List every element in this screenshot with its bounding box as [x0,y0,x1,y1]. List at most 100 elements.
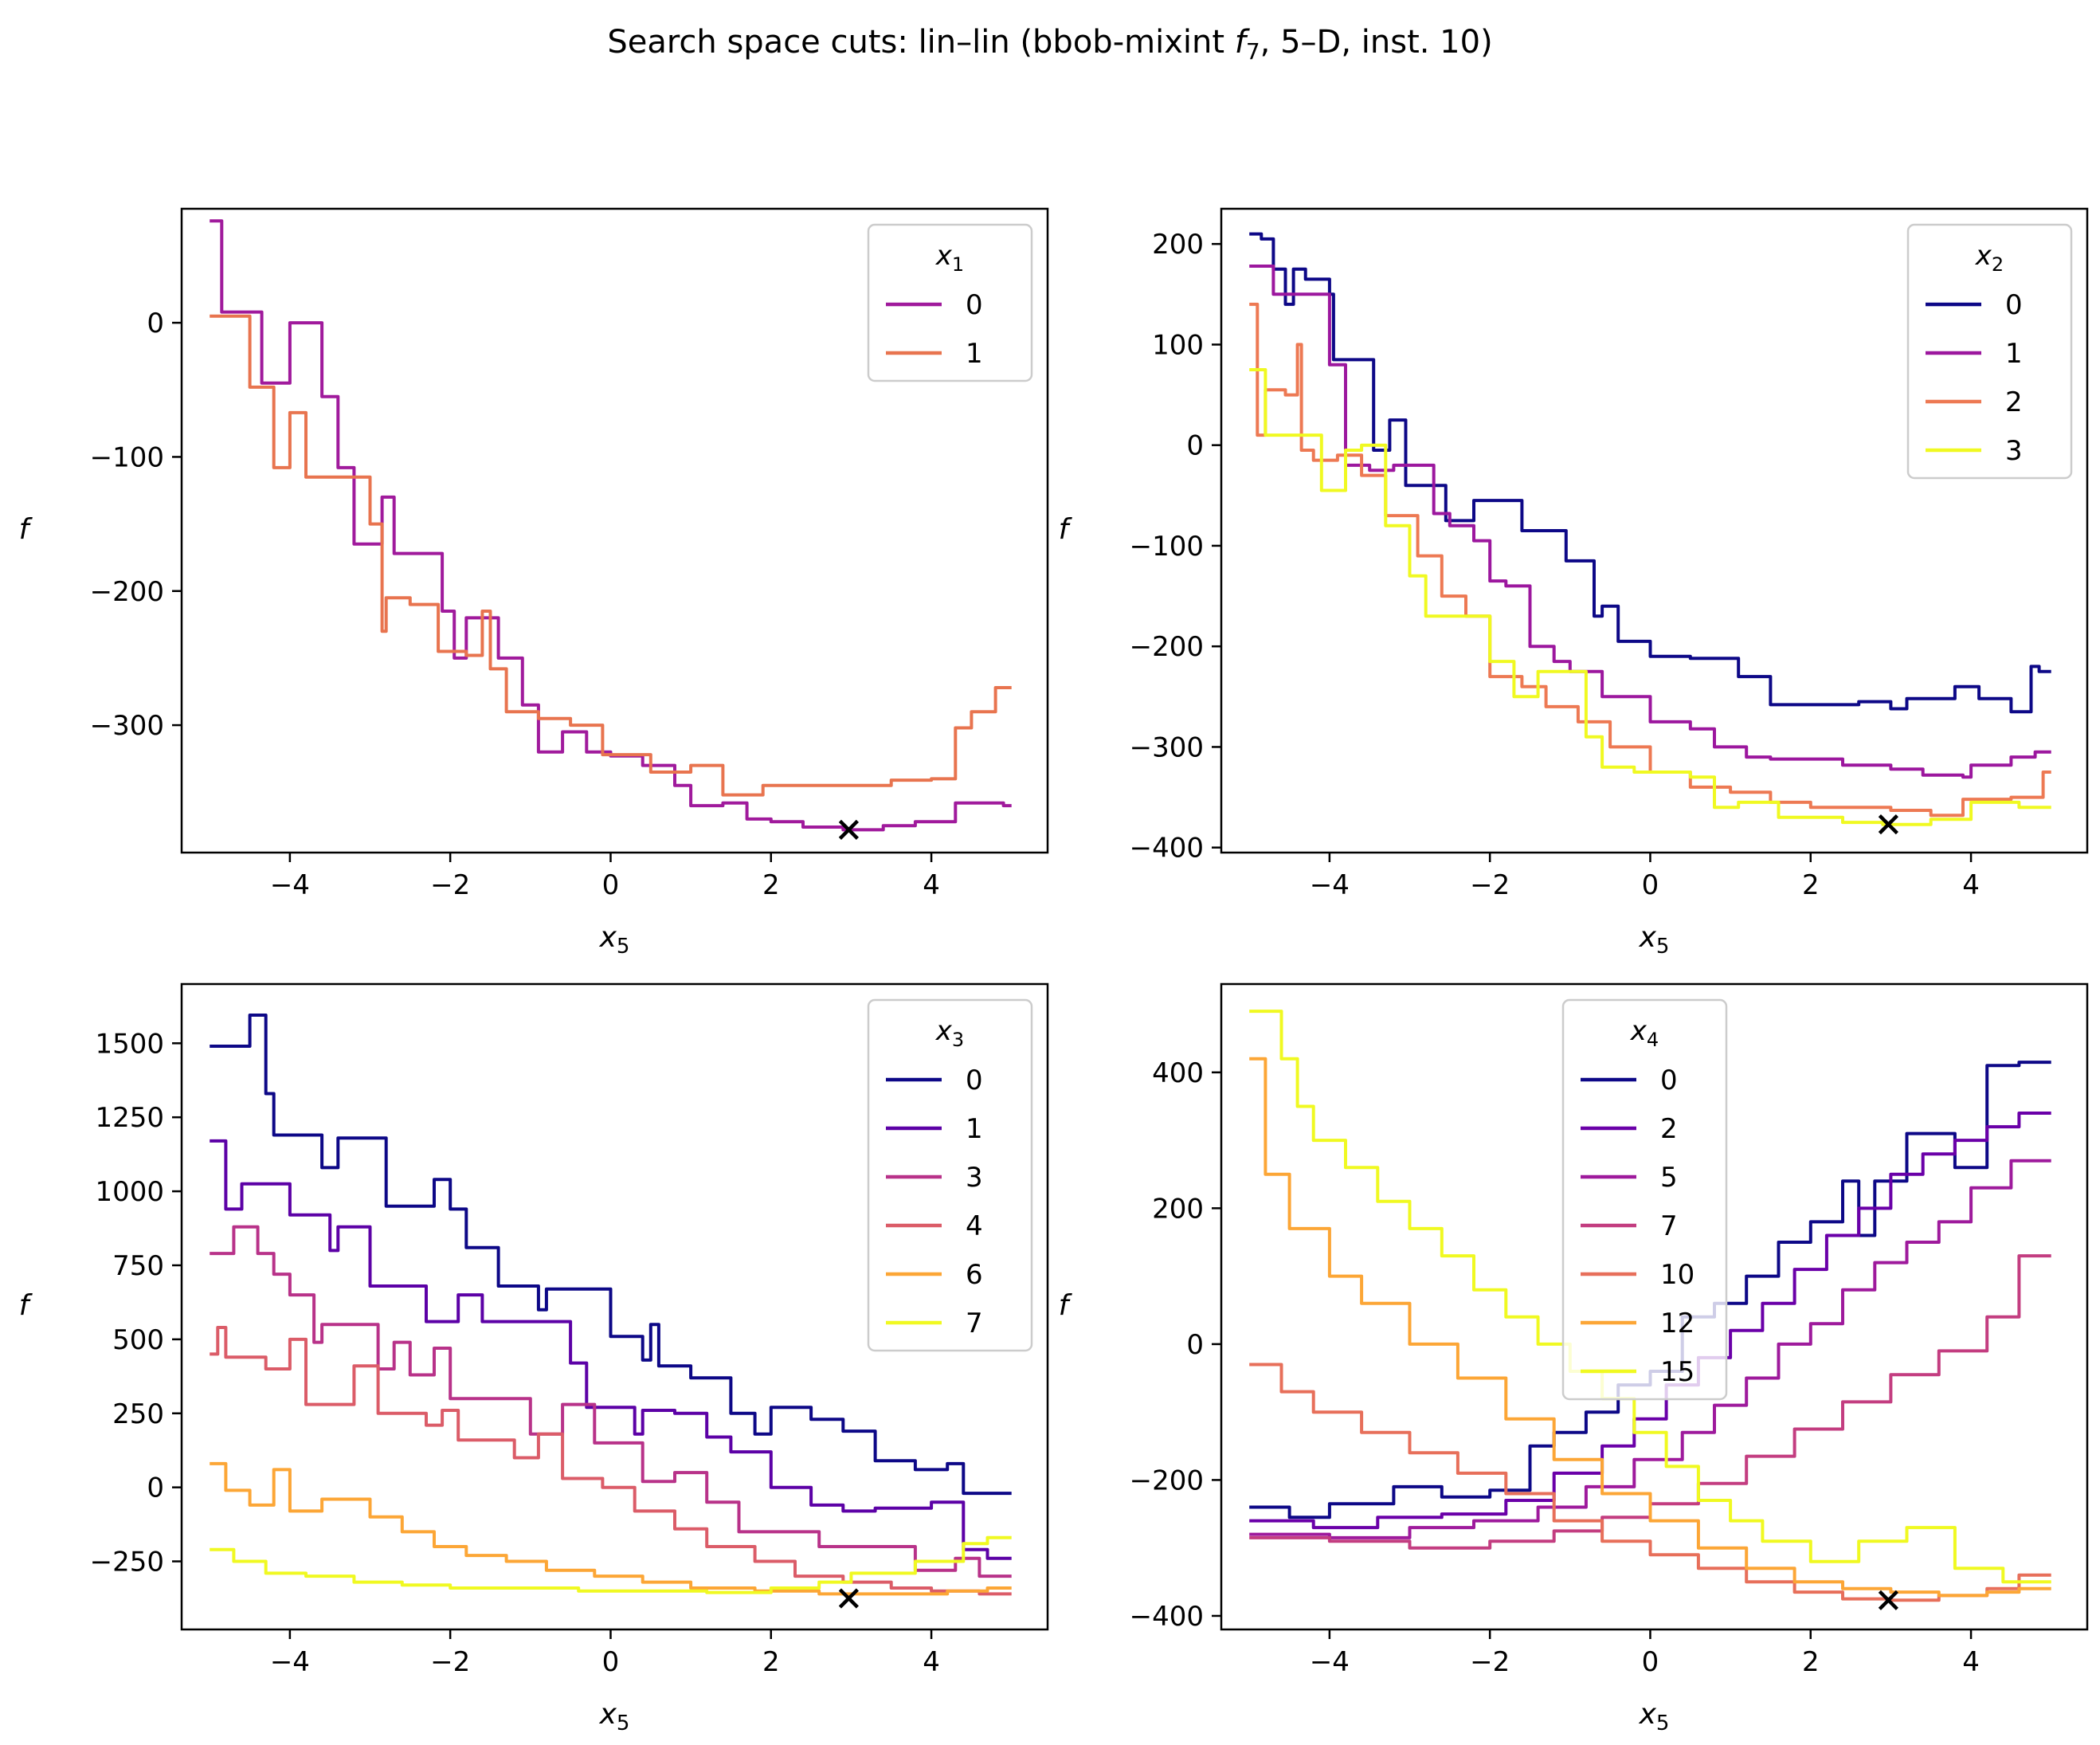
y-tick-label: 200 [1152,1193,1204,1225]
x-tick-label: 2 [762,869,780,901]
x-tick-label: 4 [1962,869,1980,901]
y-tick-label: 0 [147,308,164,339]
x-tick-label: −2 [1470,869,1510,901]
legend-frame [867,223,1033,382]
legend-label-3: 3 [966,1162,983,1194]
legend-label-4: 4 [966,1210,983,1242]
legend-title: x2 [1975,240,2004,276]
series-line-3 [210,1225,1012,1578]
series-line-1 [210,1139,1012,1560]
figure-title-prefix: Search space cuts: lin–lin (bbob-mixint [607,24,1234,61]
legend: x30 1 3 4 6 7 [867,998,1033,1352]
x-tick-label: −4 [1310,1646,1350,1678]
legend-title: x1 [935,240,964,276]
axes-frame [1220,207,2089,854]
series-line-3 [1249,368,2051,826]
y-tick-label: 250 [112,1398,164,1430]
y-tick-label: 500 [112,1324,164,1356]
optimum-marker [838,1588,859,1609]
series-line-12 [1249,1057,2051,1598]
optimum-marker [1878,1590,1898,1610]
legend-label-2: 2 [2005,386,2023,418]
x-tick-label: −4 [270,1646,310,1678]
legend-label-0: 0 [966,1065,983,1096]
y-tick-label: −200 [90,576,164,608]
y-tick-label: −400 [1130,1601,1204,1633]
marker-stroke-b [1878,1590,1898,1610]
x-tick-label: 2 [1802,869,1820,901]
y-tick-label: 400 [1152,1057,1204,1089]
x-tick-label: 0 [1642,1646,1659,1678]
y-tick-label: 1250 [95,1102,164,1134]
legend-label-15: 15 [1660,1356,1694,1388]
series-line-10 [1249,1363,2051,1602]
series-line-2 [1249,1112,2051,1530]
legend-label-5: 5 [1660,1162,1678,1194]
legend-label-10: 10 [1660,1259,1694,1291]
legend-frame [1906,223,2073,480]
legend-label-1: 1 [2005,338,2023,370]
marker-stroke-b [1878,814,1898,835]
legend: x10 1 [867,223,1033,382]
legend-label-0: 0 [966,289,983,321]
y-tick-label: 0 [147,1472,164,1504]
series-line-1 [1249,265,2051,779]
legend-title: x4 [1630,1015,1659,1051]
legend-frame [867,998,1033,1352]
legend: x20 1 2 3 [1906,223,2073,480]
series-line-1 [210,314,1012,797]
series-line-4 [210,1326,1012,1596]
y-tick-label: 1000 [95,1176,164,1208]
x-tick-label: 4 [1962,1646,1980,1678]
x-tick-label: 0 [602,869,620,901]
series-line-0 [210,219,1012,832]
legend-label-1: 1 [966,338,983,370]
series-line-0 [210,1014,1012,1496]
x-axis-label: x5 [1639,1698,1670,1735]
x-tick-label: 0 [1642,869,1659,901]
y-tick-label: 100 [1152,329,1204,361]
marker-stroke-b [838,819,859,840]
figure-title-sub: 7 [1246,38,1260,65]
figure-title: Search space cuts: lin–lin (bbob-mixint … [607,24,1492,65]
x-axis-label: x5 [599,1698,630,1735]
optimum-marker [1878,814,1898,835]
series-line-7 [1249,1254,2051,1550]
legend-label-2: 2 [1660,1113,1678,1145]
series-line-6 [210,1461,1012,1596]
legend-label-0: 0 [2005,289,2023,321]
figure-title-suffix: , 5–D, inst. 10) [1260,24,1493,61]
axes-frame [180,982,1049,1631]
y-tick-label: −200 [1130,1465,1204,1496]
subplot-bottom-left: −4 −2 0 2 41500125010007505002500−250x5fx301… [19,982,1049,1735]
x-tick-label: 4 [923,869,940,901]
y-tick-label: 0 [1186,430,1204,462]
legend-label-1: 1 [966,1113,983,1145]
y-tick-label: −400 [1130,833,1204,865]
y-tick-label: −100 [1130,531,1204,563]
legend-label-3: 3 [2005,435,2023,467]
series-line-5 [1249,1159,2051,1539]
axes-frame [1220,982,2089,1631]
y-tick-label: −250 [90,1547,164,1578]
y-tick-label: 1500 [95,1028,164,1060]
optimum-marker [838,819,859,840]
legend-label-12: 12 [1660,1308,1694,1339]
x-tick-label: 2 [762,1646,780,1678]
x-tick-label: 0 [602,1646,620,1678]
legend-title: x3 [935,1015,964,1051]
y-tick-label: 200 [1152,229,1204,261]
y-tick-label: 750 [112,1250,164,1282]
x-axis-label: x5 [599,921,630,959]
x-tick-label: 2 [1802,1646,1820,1678]
legend-label-6: 6 [966,1259,983,1291]
legend: x40 2 5 7 10 12 15 [1561,998,1728,1401]
y-tick-label: −300 [1130,731,1204,763]
axes-frame [180,207,1049,854]
x-tick-label: −2 [430,1646,470,1678]
